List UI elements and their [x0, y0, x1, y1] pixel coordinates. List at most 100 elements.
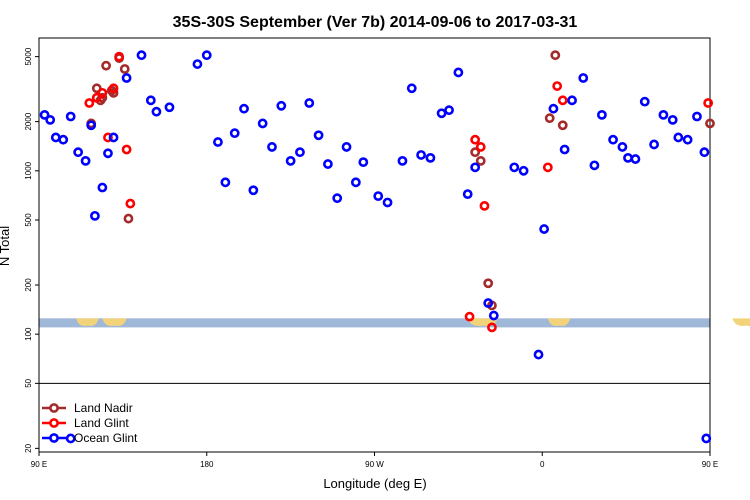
data-point	[50, 132, 61, 143]
x-tick-label: 0	[540, 460, 545, 469]
legend-label: Land Glint	[74, 416, 129, 430]
series-0	[86, 50, 715, 311]
data-point	[483, 298, 494, 308]
data-point	[464, 311, 475, 322]
data-point	[90, 210, 100, 221]
data-point	[658, 109, 669, 120]
data-point	[285, 155, 296, 166]
data-point	[617, 142, 628, 152]
data-point	[267, 142, 277, 152]
data-point	[630, 154, 641, 164]
data-point	[151, 106, 162, 117]
data-point	[97, 182, 108, 193]
data-point	[552, 81, 563, 91]
axes: 20 50 100 200 500 1000 2000 5000 90 E 180 90 W 0 90 …	[24, 37, 718, 469]
data-point	[295, 147, 305, 158]
data-point	[453, 67, 464, 78]
data-point	[58, 134, 69, 145]
data-point	[108, 83, 119, 94]
y-tick-label: 5000	[24, 47, 33, 65]
data-point	[108, 87, 119, 98]
data-point	[65, 111, 76, 122]
legend-label: Land Nadir	[74, 401, 133, 415]
data-point	[313, 130, 324, 141]
data-point	[475, 142, 486, 152]
data-point	[220, 177, 231, 188]
data-point	[103, 132, 113, 143]
y-tick-label: 2000	[24, 112, 33, 130]
data-point	[114, 51, 125, 62]
data-point	[192, 59, 203, 69]
data-point	[123, 213, 134, 224]
data-point	[649, 139, 659, 150]
chart-title: 35S-30S September (Ver 7b) 2014-09-06 to…	[173, 14, 578, 31]
data-point	[699, 147, 710, 158]
data-point	[673, 132, 684, 143]
data-point	[589, 160, 600, 171]
map-strip	[39, 318, 750, 328]
data-point	[542, 162, 553, 173]
x-tick-label: 90 E	[702, 460, 718, 469]
data-point	[91, 83, 102, 94]
data-point	[639, 96, 650, 107]
data-point	[406, 83, 417, 94]
data-point	[373, 191, 384, 202]
data-point	[350, 177, 361, 188]
data-point	[578, 73, 589, 83]
y-tick-label: 100	[24, 327, 33, 341]
ocean-band	[39, 318, 710, 328]
data-point	[103, 148, 113, 159]
data-point	[667, 114, 678, 125]
land-shape-1	[102, 318, 127, 326]
data-point	[608, 134, 618, 145]
y-tick-label: 20	[24, 443, 33, 452]
x-tick-label: 90 E	[31, 460, 47, 469]
data-point	[332, 193, 343, 204]
data-point	[39, 109, 50, 120]
data-point	[483, 278, 494, 289]
data-point	[239, 103, 249, 114]
data-point	[201, 50, 212, 61]
x-tick-label: 90 W	[365, 460, 384, 469]
series-1	[84, 51, 714, 333]
data-point	[682, 134, 693, 145]
data-point	[705, 118, 715, 129]
data-point	[121, 73, 132, 83]
land-shape-0	[76, 318, 99, 326]
data-point	[470, 147, 481, 158]
data-point	[470, 134, 481, 145]
y-axis-label: N Total	[0, 226, 12, 266]
y-tick-label: 500	[24, 213, 33, 227]
data-point	[108, 132, 119, 143]
series-2	[39, 50, 712, 444]
data-point	[65, 433, 76, 444]
data-point	[304, 98, 315, 108]
y-tick-label: 1000	[24, 161, 33, 179]
x-tick-label: 180	[200, 460, 214, 469]
data-point	[703, 98, 714, 108]
data-point	[487, 322, 497, 333]
legend-marker	[49, 403, 59, 413]
data-point	[436, 108, 447, 119]
data-point	[539, 224, 550, 234]
data-point	[557, 95, 568, 106]
data-point	[416, 150, 426, 160]
data-point	[596, 109, 607, 120]
data-point	[119, 64, 130, 74]
data-point	[462, 189, 473, 200]
data-point	[567, 95, 577, 106]
data-point	[136, 50, 147, 61]
data-point	[559, 144, 570, 155]
y-tick-label: 50	[24, 378, 33, 387]
data-point	[248, 185, 259, 196]
legend-label: Ocean Glint	[74, 431, 138, 445]
data-point	[86, 120, 97, 131]
data-point	[97, 87, 108, 98]
data-point	[97, 92, 108, 103]
data-point	[548, 103, 559, 114]
data-point	[80, 155, 91, 166]
data-point	[84, 98, 95, 108]
data-point	[509, 162, 520, 173]
